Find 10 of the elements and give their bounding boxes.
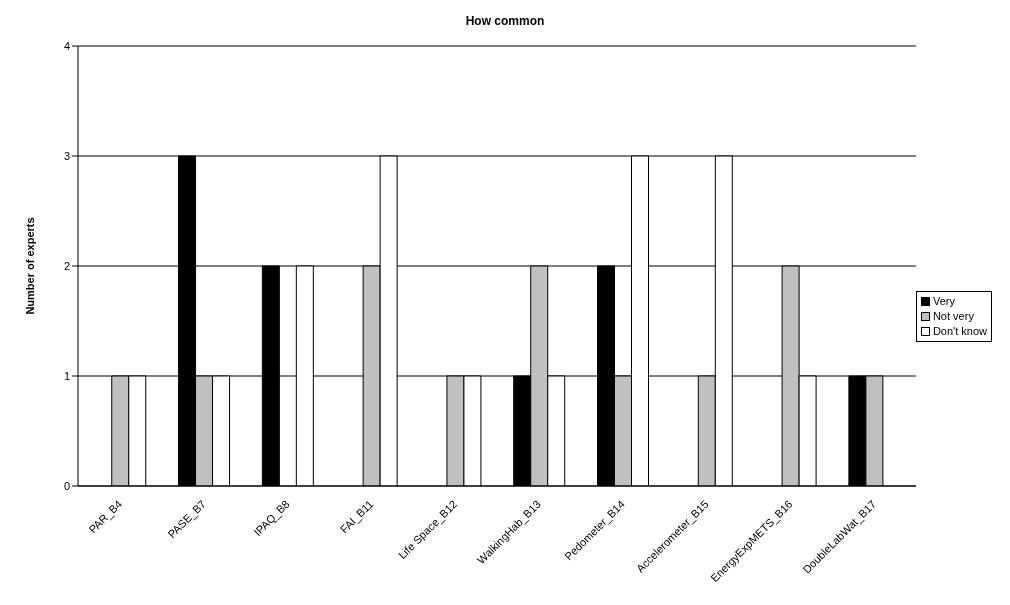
chart-title: How common bbox=[464, 14, 546, 28]
legend-label: Not very bbox=[932, 308, 974, 324]
y-axis-title: Number of experts bbox=[23, 217, 36, 315]
y-tick-label: 2 bbox=[63, 259, 70, 272]
legend-label: Very bbox=[932, 293, 955, 309]
y-tick-label: 4 bbox=[63, 39, 70, 52]
y-tick-label: 1 bbox=[63, 369, 70, 382]
y-tick-label: 3 bbox=[63, 149, 70, 162]
y-tick-label: 0 bbox=[63, 479, 70, 492]
legend-label: Don't know bbox=[932, 323, 987, 339]
